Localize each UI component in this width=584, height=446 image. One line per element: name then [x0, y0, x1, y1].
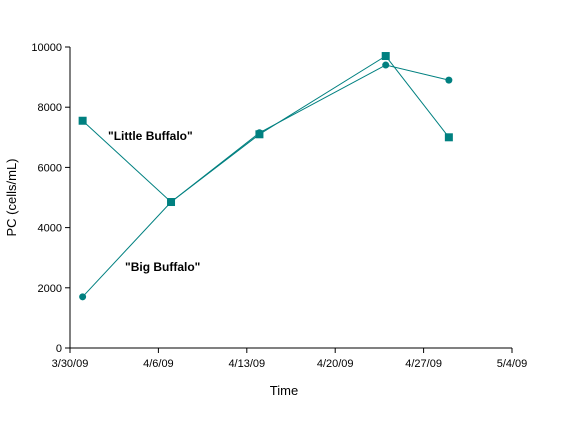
y-axis-title: PC (cells/mL) [4, 158, 19, 236]
data-point-square [444, 133, 453, 142]
data-point-circle [79, 293, 87, 301]
data-point-circle [445, 76, 453, 84]
y-tick-label: 6000 [38, 162, 62, 174]
x-tick-label: 5/4/09 [497, 358, 528, 370]
x-tick-label: 3/30/09 [52, 358, 89, 370]
x-tick-label: 4/27/09 [405, 358, 442, 370]
annotation-big-buffalo: "Big Buffalo" [125, 260, 200, 274]
data-point-square [78, 116, 87, 125]
series-layer [78, 52, 453, 301]
annotation-little-buffalo: "Little Buffalo" [108, 129, 193, 143]
data-point-circle [382, 61, 390, 69]
y-tick-label: 2000 [38, 283, 62, 295]
x-tick-label: 4/13/09 [228, 358, 265, 370]
y-tick-label: 10000 [31, 42, 62, 54]
y-tick-label: 4000 [38, 223, 62, 235]
axes: 0 2000 4000 6000 8000 10000 3/30/09 4/6/09 4/13/… [31, 42, 527, 370]
y-tick-label: 8000 [38, 102, 62, 114]
x-tick-label: 4/6/09 [143, 358, 174, 370]
data-point-circle [255, 129, 263, 137]
data-point-square [381, 52, 390, 61]
x-tick-label: 4/20/09 [317, 358, 354, 370]
data-point-circle [167, 198, 175, 206]
x-axis-title: Time [270, 383, 298, 398]
y-tick-label: 0 [56, 343, 62, 355]
